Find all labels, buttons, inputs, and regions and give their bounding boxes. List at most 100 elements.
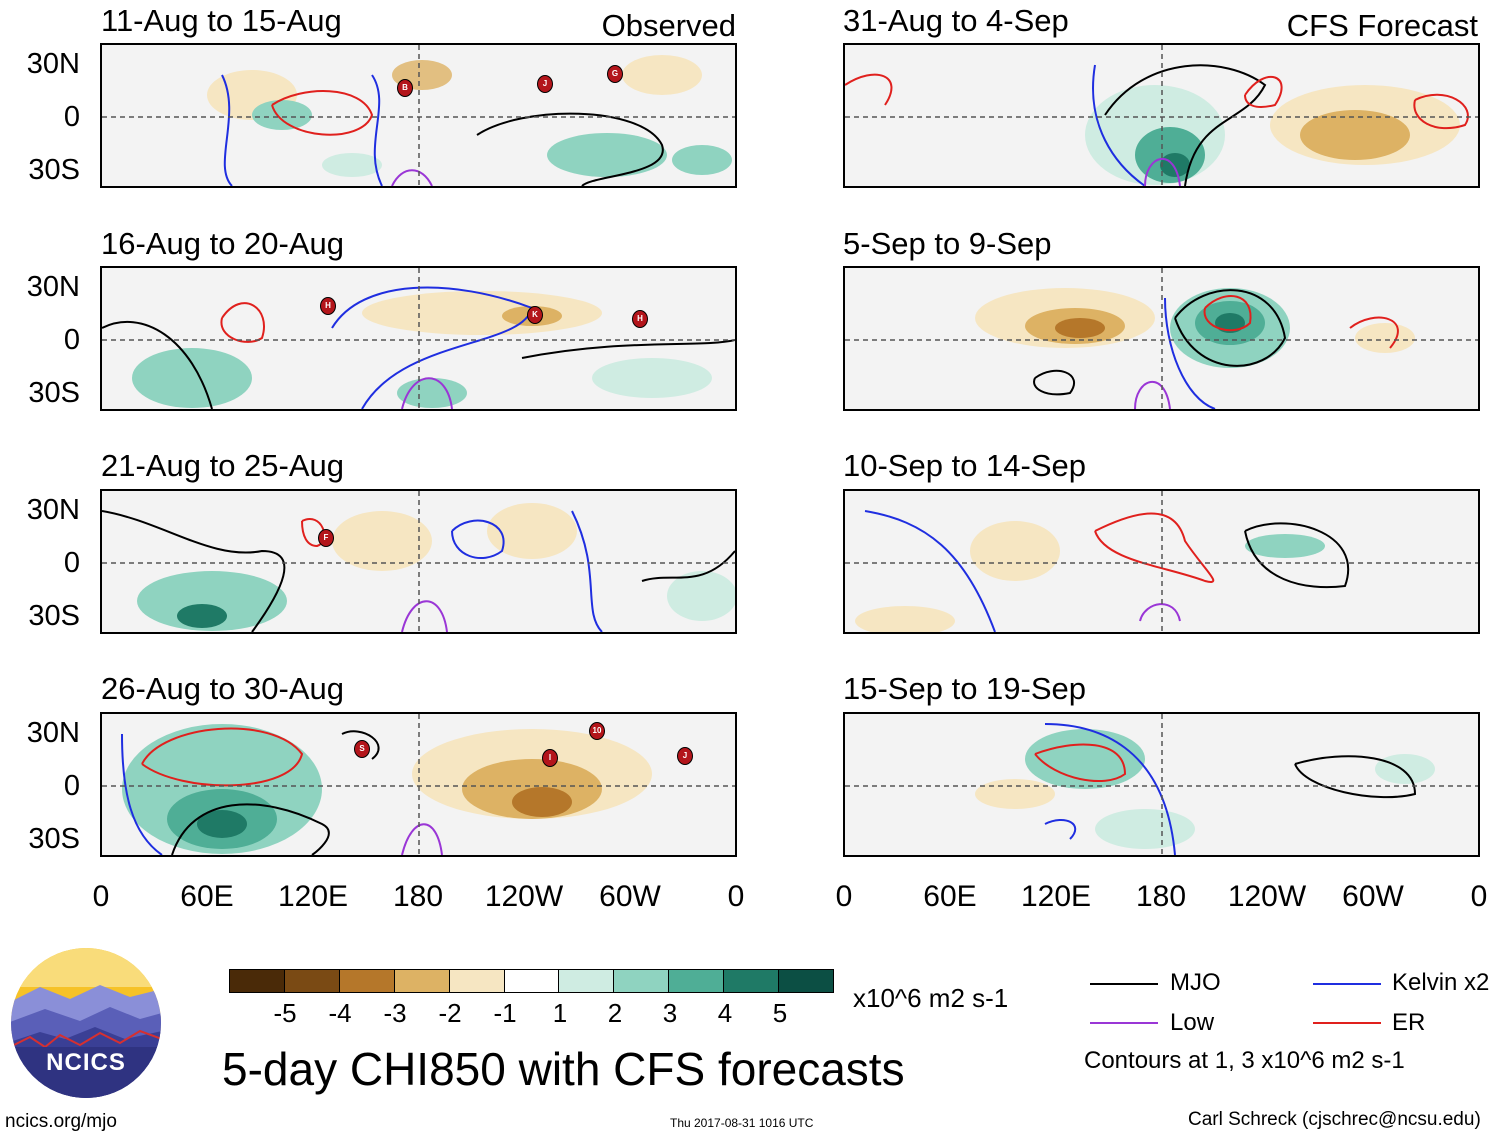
- map-panel-5: [843, 266, 1480, 411]
- panel-title-6: 10-Sep to 14-Sep: [843, 448, 1087, 483]
- lon-label: 60E: [923, 880, 977, 913]
- ncics-logo-graphic: [11, 948, 161, 1098]
- lon-label: 0: [1470, 880, 1488, 913]
- map-1-graphics: [102, 268, 735, 409]
- colorbar-swatch: [724, 970, 780, 992]
- panel-title-5: 5-Sep to 9-Sep: [843, 226, 1052, 261]
- map-panel-1: H K H: [100, 266, 737, 411]
- map-panel-4: [843, 43, 1480, 188]
- map-6-graphics: [845, 491, 1478, 632]
- legend-note: Contours at 1, 3 x10^6 m2 s-1: [1084, 1047, 1405, 1074]
- colorbar-swatch: [230, 970, 285, 992]
- colorbar-swatch: [779, 970, 833, 992]
- map-2-graphics: [102, 491, 735, 632]
- storm-marker: G: [607, 65, 623, 83]
- lon-label: 180: [392, 880, 444, 913]
- map-panel-3: S I 10 J: [100, 712, 737, 857]
- map-panel-6: [843, 489, 1480, 634]
- panel-title-7: 15-Sep to 19-Sep: [843, 671, 1087, 706]
- panel-title-3: 26-Aug to 30-Aug: [101, 671, 345, 706]
- colorbar-tick: 3: [662, 998, 678, 1028]
- map-panel-7: [843, 712, 1480, 857]
- lon-label: 180: [1135, 880, 1187, 913]
- lon-label: 0: [727, 880, 745, 913]
- legend-line-er: [1313, 1022, 1381, 1024]
- panel-corner-label-observed: Observed: [601, 8, 736, 43]
- storm-marker: H: [320, 297, 336, 315]
- lon-label: 120E: [1020, 880, 1092, 913]
- legend-line-kelvin: [1313, 983, 1381, 985]
- map-3-graphics: [102, 714, 735, 855]
- storm-marker: 10: [589, 722, 605, 740]
- colorbar-swatch: [284, 970, 340, 992]
- lat-label: 30S: [28, 600, 80, 632]
- colorbar-tick: 5: [772, 998, 788, 1028]
- colorbar: [229, 969, 834, 993]
- legend-line-mjo: [1090, 983, 1158, 985]
- storm-marker: J: [677, 747, 693, 765]
- colorbar-swatch: [669, 970, 725, 992]
- map-panel-0: B J G: [100, 43, 737, 188]
- panel-title-4: 31-Aug to 4-Sep: [843, 3, 1069, 38]
- storm-marker: H: [632, 310, 648, 328]
- lat-label: 30S: [28, 823, 80, 855]
- storm-marker: J: [537, 75, 553, 93]
- lat-label: 30N: [26, 271, 80, 303]
- colorbar-tick: 1: [552, 998, 568, 1028]
- lat-label: 30N: [26, 494, 80, 526]
- lat-label: 30N: [26, 717, 80, 749]
- panel-title-2: 21-Aug to 25-Aug: [101, 448, 345, 483]
- lon-label: 60W: [599, 880, 661, 913]
- lat-label: 0: [63, 101, 80, 133]
- panel-title-1: 16-Aug to 20-Aug: [101, 226, 345, 261]
- legend-label-mjo: MJO: [1170, 969, 1221, 996]
- lon-label: 0: [92, 880, 110, 913]
- colorbar-tick: -4: [328, 998, 352, 1028]
- lon-label: 120W: [484, 880, 564, 913]
- footer-author: Carl Schreck (cjschrec@ncsu.edu): [1188, 1109, 1481, 1130]
- storm-marker: B: [397, 79, 413, 97]
- lon-label: 120W: [1227, 880, 1307, 913]
- main-title: 5-day CHI850 with CFS forecasts: [222, 1043, 905, 1095]
- colorbar-tick: -2: [438, 998, 462, 1028]
- colorbar-swatch: [614, 970, 670, 992]
- lat-label: 0: [63, 324, 80, 356]
- colorbar-swatch: [394, 970, 450, 992]
- colorbar-swatch: [449, 970, 505, 992]
- lon-label: 0: [835, 880, 853, 913]
- colorbar-swatch: [559, 970, 615, 992]
- lat-label: 30S: [28, 377, 80, 409]
- colorbar-tick: 2: [607, 998, 623, 1028]
- lon-label: 60E: [180, 880, 234, 913]
- map-0-graphics: [102, 45, 735, 186]
- legend-label-er: ER: [1392, 1009, 1426, 1036]
- footer-timestamp: Thu 2017-08-31 1016 UTC: [670, 1116, 814, 1130]
- colorbar-tick: -5: [273, 998, 297, 1028]
- map-panel-2: F: [100, 489, 737, 634]
- ncics-logo: NCICS: [10, 947, 162, 1099]
- lat-label: 0: [63, 547, 80, 579]
- storm-marker: S: [354, 740, 370, 758]
- legend-label-low: Low: [1170, 1009, 1215, 1036]
- colorbar-units: x10^6 m2 s-1: [853, 983, 1009, 1013]
- map-4-graphics: [845, 45, 1478, 186]
- colorbar-tick: 4: [717, 998, 733, 1028]
- footer-url[interactable]: ncics.org/mjo: [5, 1111, 117, 1132]
- colorbar-swatch: [339, 970, 395, 992]
- panel-corner-label-cfs: CFS Forecast: [1286, 8, 1478, 43]
- lat-label: 30N: [26, 48, 80, 80]
- legend-line-low: [1090, 1022, 1158, 1024]
- lon-label: 120E: [277, 880, 349, 913]
- colorbar-tick: -3: [383, 998, 407, 1028]
- map-5-graphics: [845, 268, 1478, 409]
- legend-label-kelvin: Kelvin x2: [1392, 969, 1490, 996]
- colorbar-tick: -1: [493, 998, 517, 1028]
- storm-marker: F: [318, 529, 334, 547]
- storm-marker: K: [527, 306, 543, 324]
- map-7-graphics: [845, 714, 1478, 855]
- storm-marker: I: [542, 749, 558, 767]
- panel-title-0: 11-Aug to 15-Aug: [101, 3, 342, 38]
- lat-label: 30S: [28, 154, 80, 186]
- lat-label: 0: [63, 770, 80, 802]
- ncics-logo-text: NCICS: [46, 1049, 126, 1076]
